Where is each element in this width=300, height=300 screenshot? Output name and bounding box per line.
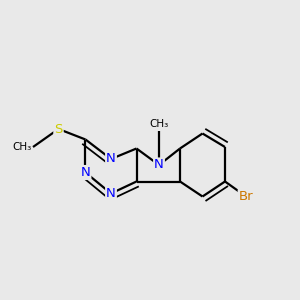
Text: N: N: [106, 187, 116, 200]
Text: CH₃: CH₃: [12, 142, 32, 152]
Text: N: N: [154, 158, 164, 172]
Text: CH₃: CH₃: [149, 119, 169, 129]
Text: S: S: [54, 122, 63, 136]
Text: Br: Br: [239, 190, 253, 203]
Text: N: N: [106, 152, 116, 166]
Text: N: N: [81, 166, 90, 179]
